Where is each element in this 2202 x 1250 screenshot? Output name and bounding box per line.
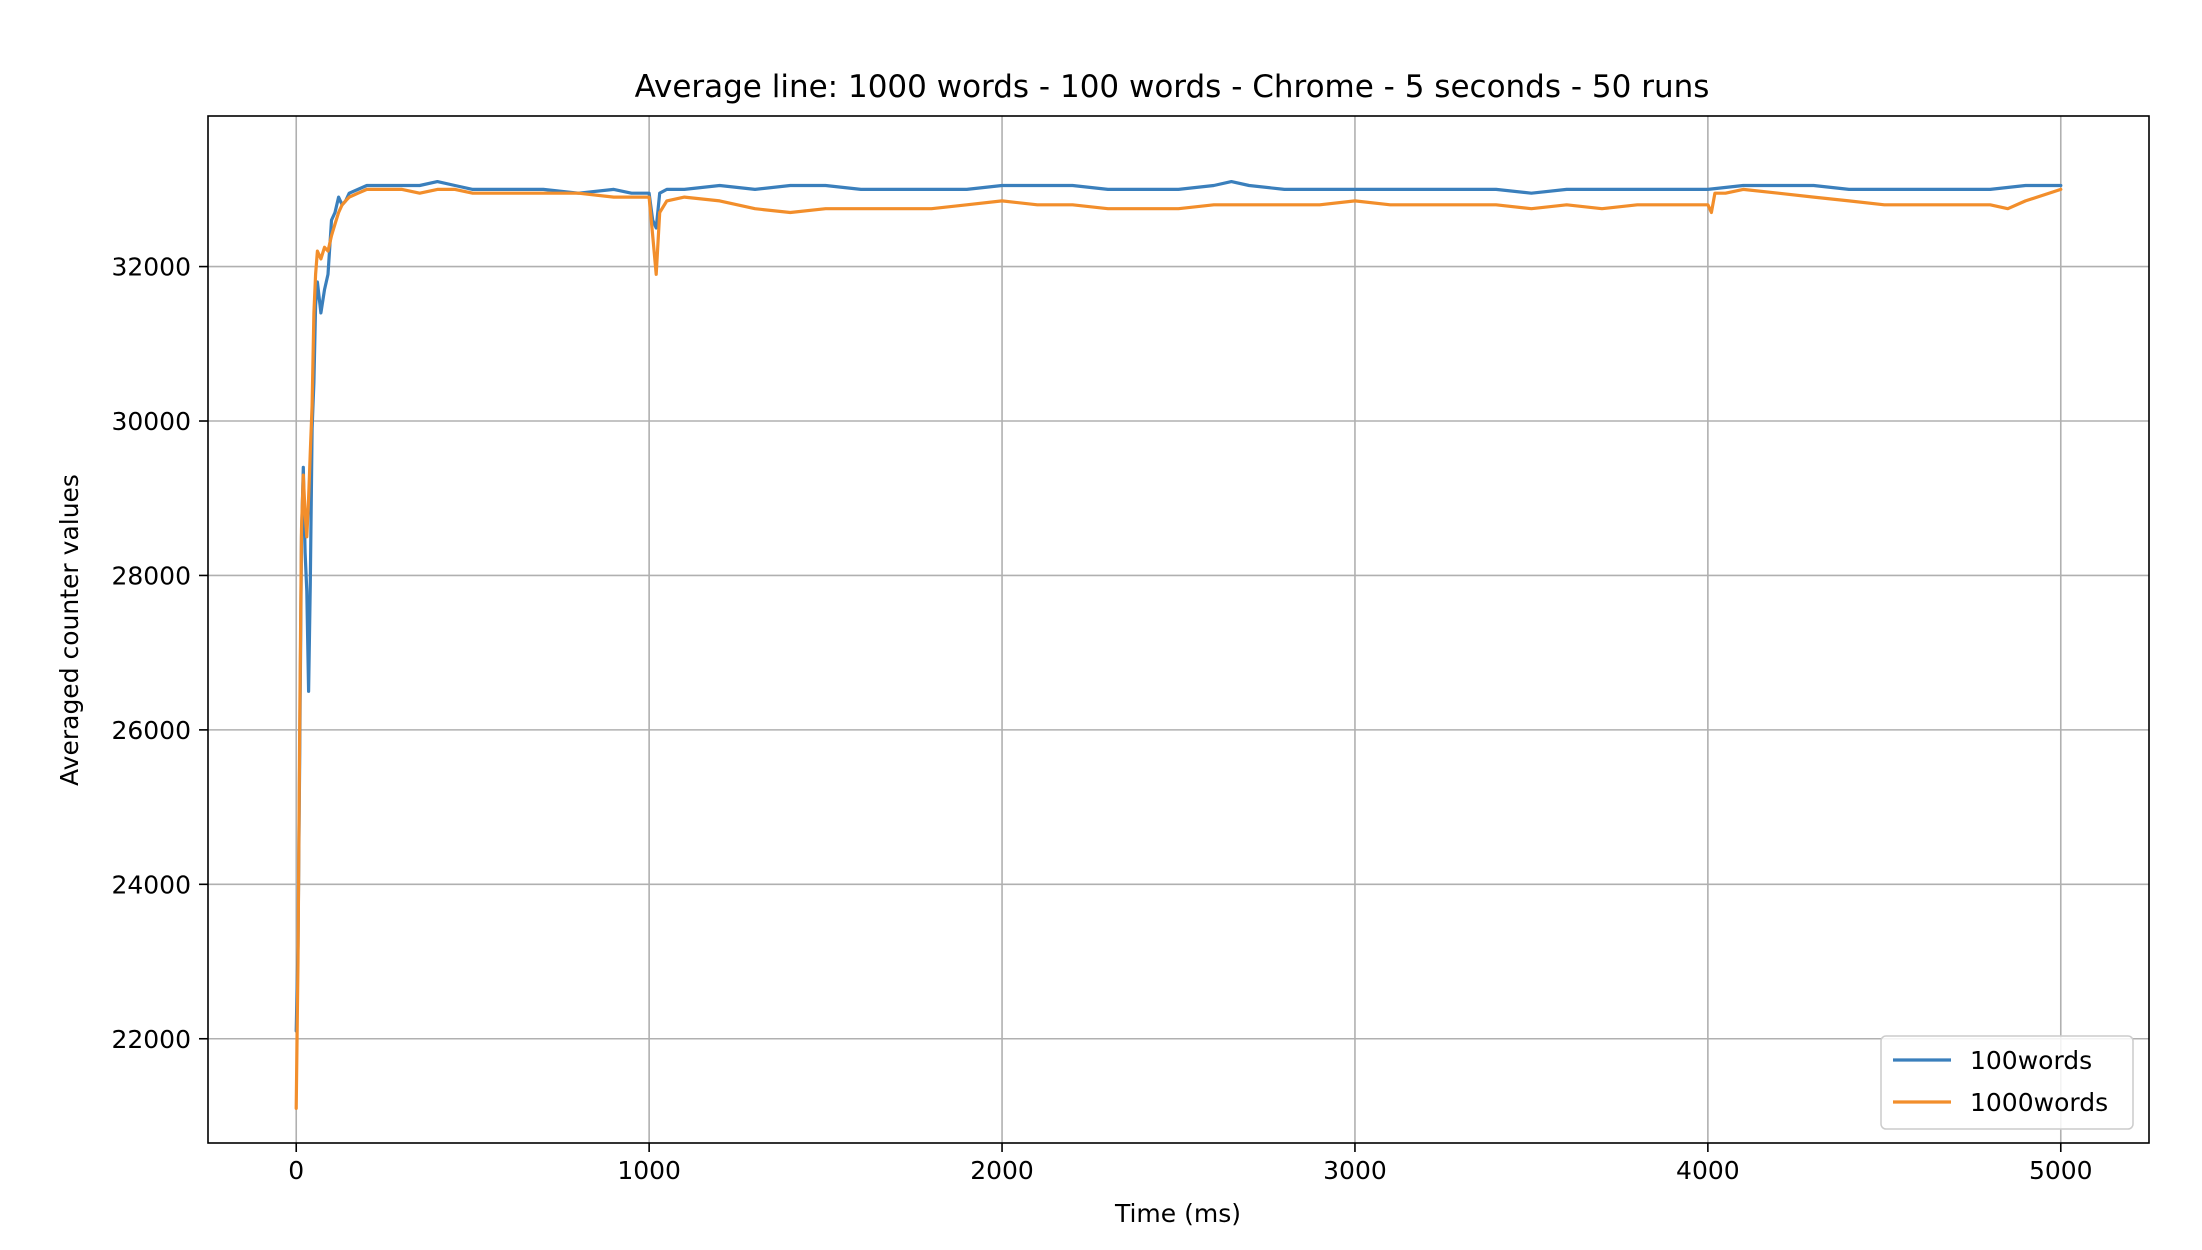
y-tick-label: 22000 bbox=[111, 1025, 191, 1054]
x-axis-label: Time (ms) bbox=[1114, 1199, 1241, 1228]
series-line-100words bbox=[294, 180, 2063, 1033]
x-tick-label: 3000 bbox=[1323, 1156, 1387, 1185]
plot-series bbox=[294, 180, 2063, 1110]
legend-label-100words: 100words bbox=[1970, 1046, 2092, 1075]
plot-area-frame bbox=[207, 115, 2150, 1144]
chart-title: Average line: 1000 words - 100 words - C… bbox=[635, 69, 1710, 105]
grid-lines bbox=[208, 116, 2149, 1143]
y-tick-label: 24000 bbox=[111, 870, 191, 899]
y-tick-label: 26000 bbox=[111, 716, 191, 745]
axis-ticks: 0 1000 2000 3000 4000 5000 22000 24000 26000 2800… bbox=[111, 253, 2092, 1185]
legend: 100words 1000words bbox=[1880, 1035, 2134, 1130]
y-tick-label: 28000 bbox=[111, 561, 191, 590]
y-axis-label: Averaged counter values bbox=[55, 474, 84, 786]
x-tick-label: 1000 bbox=[617, 1156, 681, 1185]
y-tick-label: 30000 bbox=[111, 407, 191, 436]
x-tick-label: 2000 bbox=[970, 1156, 1034, 1185]
y-tick-label: 32000 bbox=[111, 253, 191, 282]
legend-label-1000words: 1000words bbox=[1970, 1088, 2108, 1117]
series-line-1000words bbox=[294, 187, 2063, 1110]
x-tick-label: 0 bbox=[288, 1156, 304, 1185]
x-tick-label: 4000 bbox=[1676, 1156, 1740, 1185]
x-tick-label: 5000 bbox=[2029, 1156, 2093, 1185]
